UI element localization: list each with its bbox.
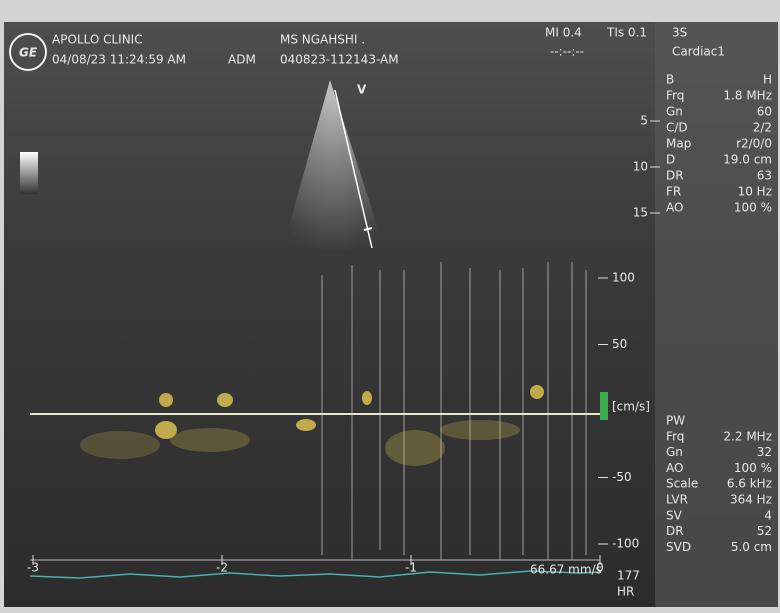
param-label: Map bbox=[666, 137, 691, 151]
preset: Cardiac1 bbox=[672, 45, 725, 59]
hr-label: HR bbox=[617, 585, 634, 599]
param-value: 63 bbox=[757, 169, 772, 183]
time-label: -3 bbox=[27, 561, 39, 575]
side-panel bbox=[655, 22, 778, 607]
param-value: 4 bbox=[764, 508, 772, 522]
depth-label: 5 bbox=[640, 114, 648, 128]
param-label: D bbox=[666, 153, 675, 167]
patient: MS NGAHSHI . bbox=[280, 33, 365, 47]
param-value: 2.2 MHz bbox=[723, 429, 772, 443]
ecg-trace bbox=[29, 570, 601, 579]
param-value: 60 bbox=[757, 105, 772, 119]
time-label: 0 bbox=[596, 561, 604, 575]
time-label: -1 bbox=[405, 561, 417, 575]
param-value: 2/2 bbox=[753, 121, 772, 135]
exam-id: 040823-112143-AM bbox=[280, 53, 399, 67]
param-value: 5.0 cm bbox=[731, 540, 772, 554]
scale-unit: [cm/s] bbox=[612, 400, 650, 414]
scale-label: 100 bbox=[612, 271, 635, 285]
doppler-signal bbox=[80, 385, 544, 466]
param-value: 6.6 kHz bbox=[727, 477, 772, 491]
sector-image bbox=[285, 80, 382, 251]
sample-gate bbox=[363, 227, 373, 231]
screen bbox=[4, 22, 778, 607]
param-value: 100 % bbox=[734, 201, 772, 215]
param-value: H bbox=[763, 73, 772, 87]
param-label: AO bbox=[666, 461, 683, 475]
param-value: 19.0 cm bbox=[723, 153, 772, 167]
baseline-marker bbox=[600, 392, 608, 420]
sector-marker: V bbox=[357, 83, 367, 97]
scale-label: -50 bbox=[612, 470, 632, 484]
timer: --:--:-- bbox=[550, 45, 584, 59]
logo: GE bbox=[19, 46, 38, 60]
param-label: FR bbox=[666, 185, 681, 199]
tis: TIs 0.1 bbox=[606, 26, 647, 40]
param-value: 52 bbox=[757, 524, 772, 538]
param-value: r2/0/0 bbox=[736, 137, 772, 151]
param-value: 32 bbox=[757, 445, 772, 459]
depth-label: 15 bbox=[633, 206, 648, 220]
param-label: Frq bbox=[666, 429, 684, 443]
param-label: LVR bbox=[666, 493, 688, 507]
param-label: Scale bbox=[666, 477, 698, 491]
datetime: 04/08/23 11:24:59 AM bbox=[52, 53, 186, 67]
logo-ring bbox=[9, 33, 47, 71]
param-value: 364 Hz bbox=[730, 493, 772, 507]
gray-bar bbox=[20, 152, 38, 194]
operator: ADM bbox=[228, 53, 256, 67]
param-value: 10 Hz bbox=[738, 185, 772, 199]
param-label: Gn bbox=[666, 105, 683, 119]
param-value: 1.8 MHz bbox=[723, 89, 772, 103]
param-label: SVD bbox=[666, 540, 691, 554]
time-label: -2 bbox=[216, 561, 228, 575]
sweep-speed: 66.67 mm/s bbox=[530, 563, 602, 577]
param-label: DR bbox=[666, 524, 684, 538]
param-label: Gn bbox=[666, 445, 683, 459]
cursor-line bbox=[334, 89, 373, 249]
param-label: DR bbox=[666, 169, 684, 183]
depth-label: 10 bbox=[633, 160, 648, 174]
param-label: SV bbox=[666, 508, 683, 522]
param-label: PW bbox=[666, 414, 685, 428]
scale-label: -100 bbox=[612, 537, 639, 551]
clinic: APOLLO CLINIC bbox=[52, 33, 143, 47]
param-label: C/D bbox=[666, 121, 688, 135]
scale-label: 50 bbox=[612, 337, 627, 351]
probe: 3S bbox=[672, 26, 687, 40]
mi: MI 0.4 bbox=[545, 26, 582, 40]
param-label: AO bbox=[666, 201, 683, 215]
param-label: Frq bbox=[666, 89, 684, 103]
param-value: 100 % bbox=[734, 461, 772, 475]
hr-value: 177 bbox=[617, 569, 640, 583]
param-label: B bbox=[666, 73, 674, 87]
